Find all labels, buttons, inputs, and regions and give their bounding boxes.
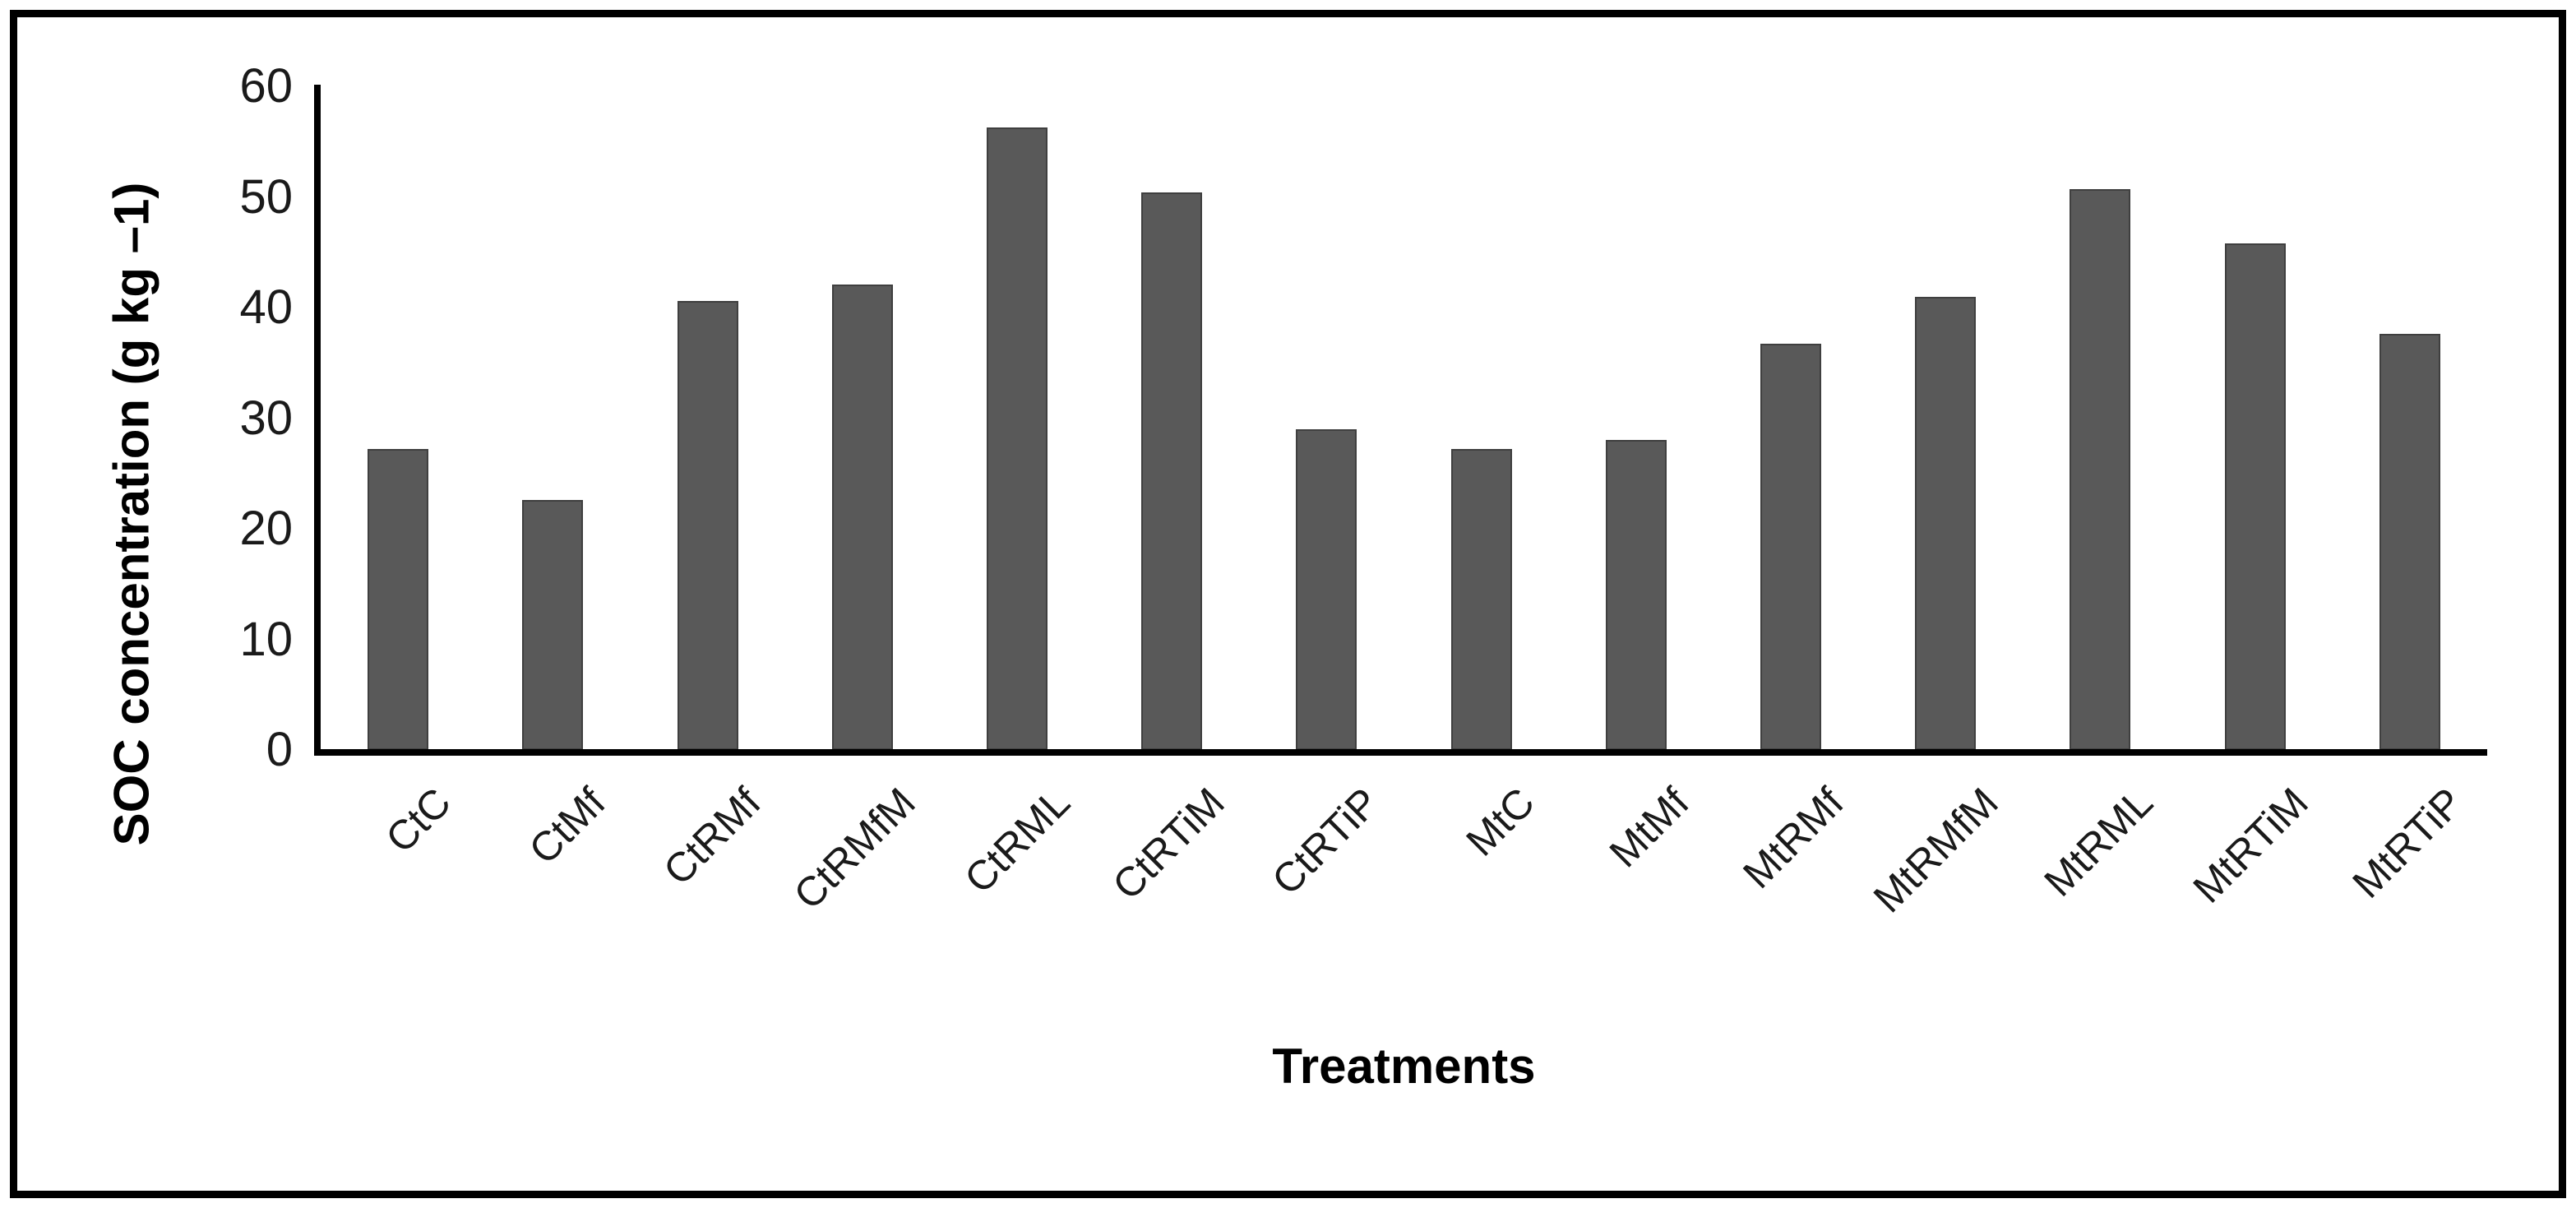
x-tick-label: MtRTiM (2184, 779, 2317, 912)
x-tick-label: CtRML (955, 779, 1079, 902)
bar (1296, 428, 1357, 750)
x-tick-label: CtRTiM (1103, 779, 1234, 909)
bar (1141, 192, 1203, 750)
y-tick-label: 20 (239, 502, 293, 555)
x-tick-label: MtMf (1600, 779, 1698, 877)
x-tick-label: CtRMfM (784, 779, 924, 919)
x-tick-label: MtRML (2035, 779, 2162, 905)
y-axis-title: SOC concentration (g kg –1) (104, 182, 160, 846)
x-tick-label: CtRMf (654, 779, 770, 895)
bar (2070, 189, 2131, 750)
x-axis-title: Treatments (1272, 1039, 1536, 1094)
y-tick-label: 60 (239, 59, 293, 113)
bar (1605, 440, 1667, 750)
bar (1450, 449, 1512, 750)
x-axis-line (314, 749, 2487, 756)
bar (677, 300, 738, 750)
y-tick-label: 50 (239, 169, 293, 224)
bar (986, 127, 1048, 750)
x-tick-label: MtRTiP (2343, 779, 2472, 907)
bar (1915, 296, 1977, 750)
y-tick-label: 40 (239, 280, 293, 334)
bar (1760, 344, 1822, 750)
x-tick-label: MtC (1457, 779, 1543, 865)
bar (522, 500, 584, 750)
y-axis-line (314, 85, 321, 756)
bar (2379, 334, 2440, 750)
x-tick-label: MtRMfM (1865, 779, 2008, 922)
x-tick-label: CtMf (520, 779, 615, 873)
y-tick-label: 0 (266, 723, 293, 776)
x-tick-label: CtRTiP (1263, 779, 1389, 904)
figure-frame (10, 10, 2566, 1198)
bar (831, 284, 893, 750)
y-tick-label: 30 (239, 391, 293, 445)
bar (368, 449, 429, 750)
y-tick-label: 10 (239, 612, 293, 666)
x-tick-label: CtC (377, 779, 460, 862)
bar (2224, 243, 2286, 750)
x-tick-label: MtRMf (1734, 779, 1852, 897)
